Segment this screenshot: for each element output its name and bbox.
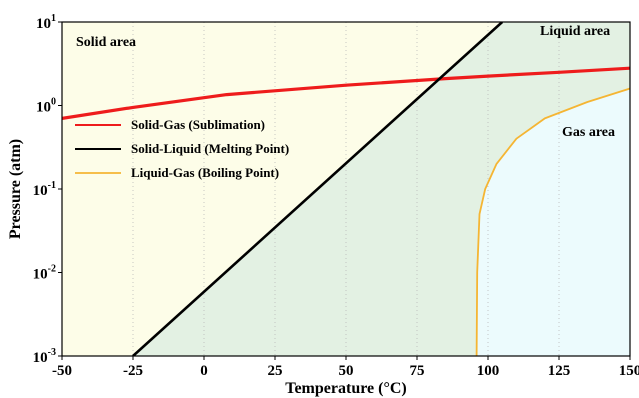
gas-region xyxy=(476,88,630,356)
y-tick-label: 101 xyxy=(36,13,56,32)
x-tick-label: 50 xyxy=(339,363,354,379)
series-line-3 xyxy=(475,87,630,356)
x-tick-label: -50 xyxy=(52,363,72,379)
x-tick-label: -25 xyxy=(123,363,143,379)
y-tick-label: 10-2 xyxy=(33,264,56,283)
region-label-3: Gas area xyxy=(562,125,615,140)
y-tick-label: 10-3 xyxy=(33,347,56,366)
region-fills xyxy=(62,22,630,356)
series-line-1 xyxy=(62,66,630,120)
x-tick-label: 25 xyxy=(268,363,283,379)
region-labels: Solid area Liquid area Gas area xyxy=(76,24,615,140)
y-tick-label: 10-1 xyxy=(33,180,56,199)
x-axis-title: Temperature (°C) xyxy=(285,380,406,397)
x-tick-label: 100 xyxy=(477,363,500,379)
legend-label: Solid-Gas (Sublimation) xyxy=(131,117,265,132)
region-label-2: Liquid area xyxy=(540,24,610,39)
legend-label: Solid-Liquid (Melting Point) xyxy=(131,141,289,156)
series-lines xyxy=(62,22,630,356)
axis-ticks: -50 -25 0 25 50 75 100 125 150 10-3 10-2 10-1 100 101 xyxy=(33,13,639,379)
x-tick-label: 75 xyxy=(410,363,425,379)
series-line-2 xyxy=(132,22,504,356)
x-tick-label: 0 xyxy=(200,363,208,379)
x-tick-label: 125 xyxy=(548,363,571,379)
legend: Solid-Gas (Sublimation) Solid-Liquid (Mel… xyxy=(75,117,289,180)
y-tick-label: 100 xyxy=(36,97,56,116)
y-axis-title: Pressure (atm) xyxy=(7,139,24,239)
x-tick-label: 150 xyxy=(619,363,639,379)
region-label-1: Solid area xyxy=(76,35,136,50)
legend-label: Liquid-Gas (Boiling Point) xyxy=(131,165,279,180)
